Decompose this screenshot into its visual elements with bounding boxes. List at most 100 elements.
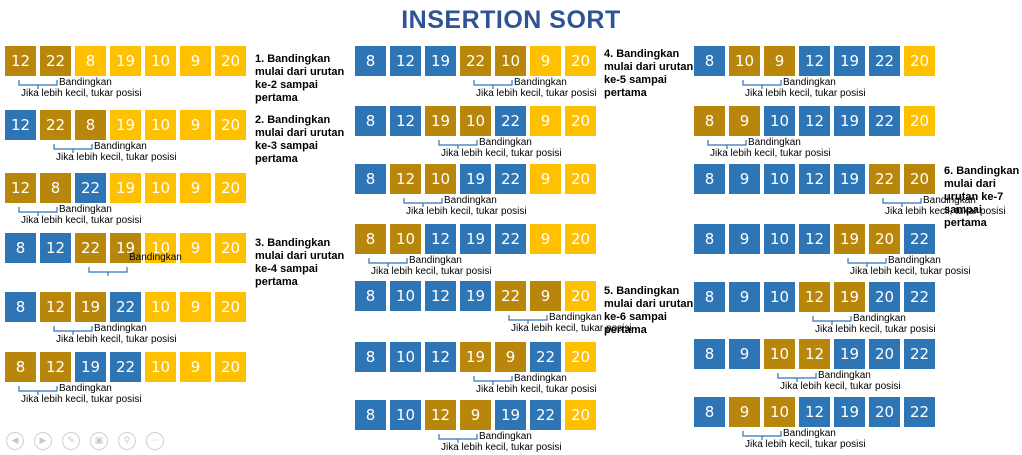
array-cell: 12 [40,352,71,382]
array-row: 8 12 19 10 22 9 20 [355,106,596,136]
compare-bracket [707,140,747,149]
compare-label: Bandingkan [94,141,147,152]
array-cell: 22 [75,233,106,263]
array-row: 12 8 22 19 10 9 20 [5,173,246,203]
array-row: 8 10 12 19 22 9 20 [355,224,596,254]
array-row: 8 9 10 12 19 20 22 [694,339,935,369]
array-cell: 8 [355,224,386,254]
array-cell: 10 [729,46,760,76]
compare-label: Bandingkan [514,373,567,384]
array-cell: 22 [530,342,561,372]
compare-label: Bandingkan [748,137,801,148]
swap-label: Jika lebih kecil, tukar posisi [815,324,936,335]
array-cell: 19 [460,281,491,311]
compare-bracket [742,80,782,89]
array-cell: 19 [834,339,865,369]
array-cell: 19 [110,173,141,203]
compare-label: Bandingkan [923,195,976,206]
array-cell: 9 [460,400,491,430]
compare-label: Bandingkan [783,428,836,439]
swap-label: Jika lebih kecil, tukar posisi [476,88,597,99]
view-icon[interactable]: ▣ [90,432,108,450]
array-cell: 8 [694,106,725,136]
swap-label: Jika lebih kecil, tukar posisi [780,381,901,392]
array-cell: 22 [75,173,106,203]
array-cell: 10 [145,233,176,263]
array-cell: 20 [565,106,596,136]
compare-bracket [438,434,478,443]
pen-icon[interactable]: ✎ [62,432,80,450]
compare-label: Bandingkan [514,77,567,88]
array-cell: 10 [764,397,795,427]
array-cell: 19 [110,233,141,263]
array-cell: 10 [460,106,491,136]
step-label-6: 6. Bandingkan mulai dari urutan ke-7 sam… [944,165,1020,229]
compare-label: Bandingkan [94,323,147,334]
array-cell: 19 [425,106,456,136]
array-cell: 8 [355,400,386,430]
array-cell: 8 [694,164,725,194]
array-cell: 9 [729,224,760,254]
array-cell: 12 [390,106,421,136]
array-cell: 9 [729,106,760,136]
array-row: 8 12 22 19 10 9 20 [5,233,246,263]
zoom-icon[interactable]: ⚲ [118,432,136,450]
array-cell: 9 [180,173,211,203]
array-cell: 9 [180,292,211,322]
array-cell: 9 [764,46,795,76]
array-cell: 19 [834,46,865,76]
next-icon[interactable]: ▶ [34,432,52,450]
array-cell: 10 [764,164,795,194]
compare-label: Bandingkan [409,255,462,266]
swap-label: Jika lebih kecil, tukar posisi [511,323,632,334]
array-cell: 12 [5,173,36,203]
array-cell: 22 [869,46,900,76]
swap-label: Jika lebih kecil, tukar posisi [21,394,142,405]
compare-label: Bandingkan [549,312,602,323]
array-cell: 12 [40,292,71,322]
array-cell: 22 [495,281,526,311]
array-cell: 8 [694,282,725,312]
swap-label: Jika lebih kecil, tukar posisi [850,266,971,277]
array-cell: 20 [565,281,596,311]
array-cell: 8 [5,352,36,382]
array-cell: 8 [694,224,725,254]
array-row: 8 12 10 19 22 9 20 [355,164,596,194]
swap-label: Jika lebih kecil, tukar posisi [56,152,177,163]
array-cell: 19 [834,106,865,136]
array-cell: 9 [729,397,760,427]
array-cell: 12 [799,397,830,427]
compare-label: Bandingkan [59,77,112,88]
compare-label: Bandingkan [59,383,112,394]
array-cell: 20 [565,400,596,430]
array-cell: 20 [869,224,900,254]
array-cell: 19 [460,224,491,254]
array-cell: 19 [75,352,106,382]
array-row: 8 9 10 12 19 20 22 [694,224,935,254]
array-cell: 12 [425,281,456,311]
array-cell: 9 [530,281,561,311]
more-icon[interactable]: ⋯ [146,432,164,450]
compare-bracket [88,267,128,276]
array-cell: 19 [834,397,865,427]
compare-label: Bandingkan [853,313,906,324]
array-row: 8 9 10 12 19 22 20 [694,164,935,194]
array-cell: 22 [904,282,935,312]
array-cell: 20 [215,233,246,263]
array-cell: 9 [180,352,211,382]
array-cell: 10 [390,400,421,430]
array-row: 8 10 12 19 9 22 20 [355,342,596,372]
array-row: 8 12 19 22 10 9 20 [355,46,596,76]
array-row: 8 9 10 12 19 20 22 [694,282,935,312]
array-cell: 8 [355,106,386,136]
swap-label: Jika lebih kecil, tukar posisi [745,88,866,99]
step-label-4: 4. Bandingkan mulai dari urutan ke-5 sam… [604,48,694,99]
array-cell: 22 [530,400,561,430]
prev-icon[interactable]: ◀ [6,432,24,450]
array-cell: 10 [145,292,176,322]
compare-bracket [438,140,478,149]
swap-label: Jika lebih kecil, tukar posisi [476,384,597,395]
compare-bracket [368,258,408,267]
compare-bracket [473,376,513,385]
